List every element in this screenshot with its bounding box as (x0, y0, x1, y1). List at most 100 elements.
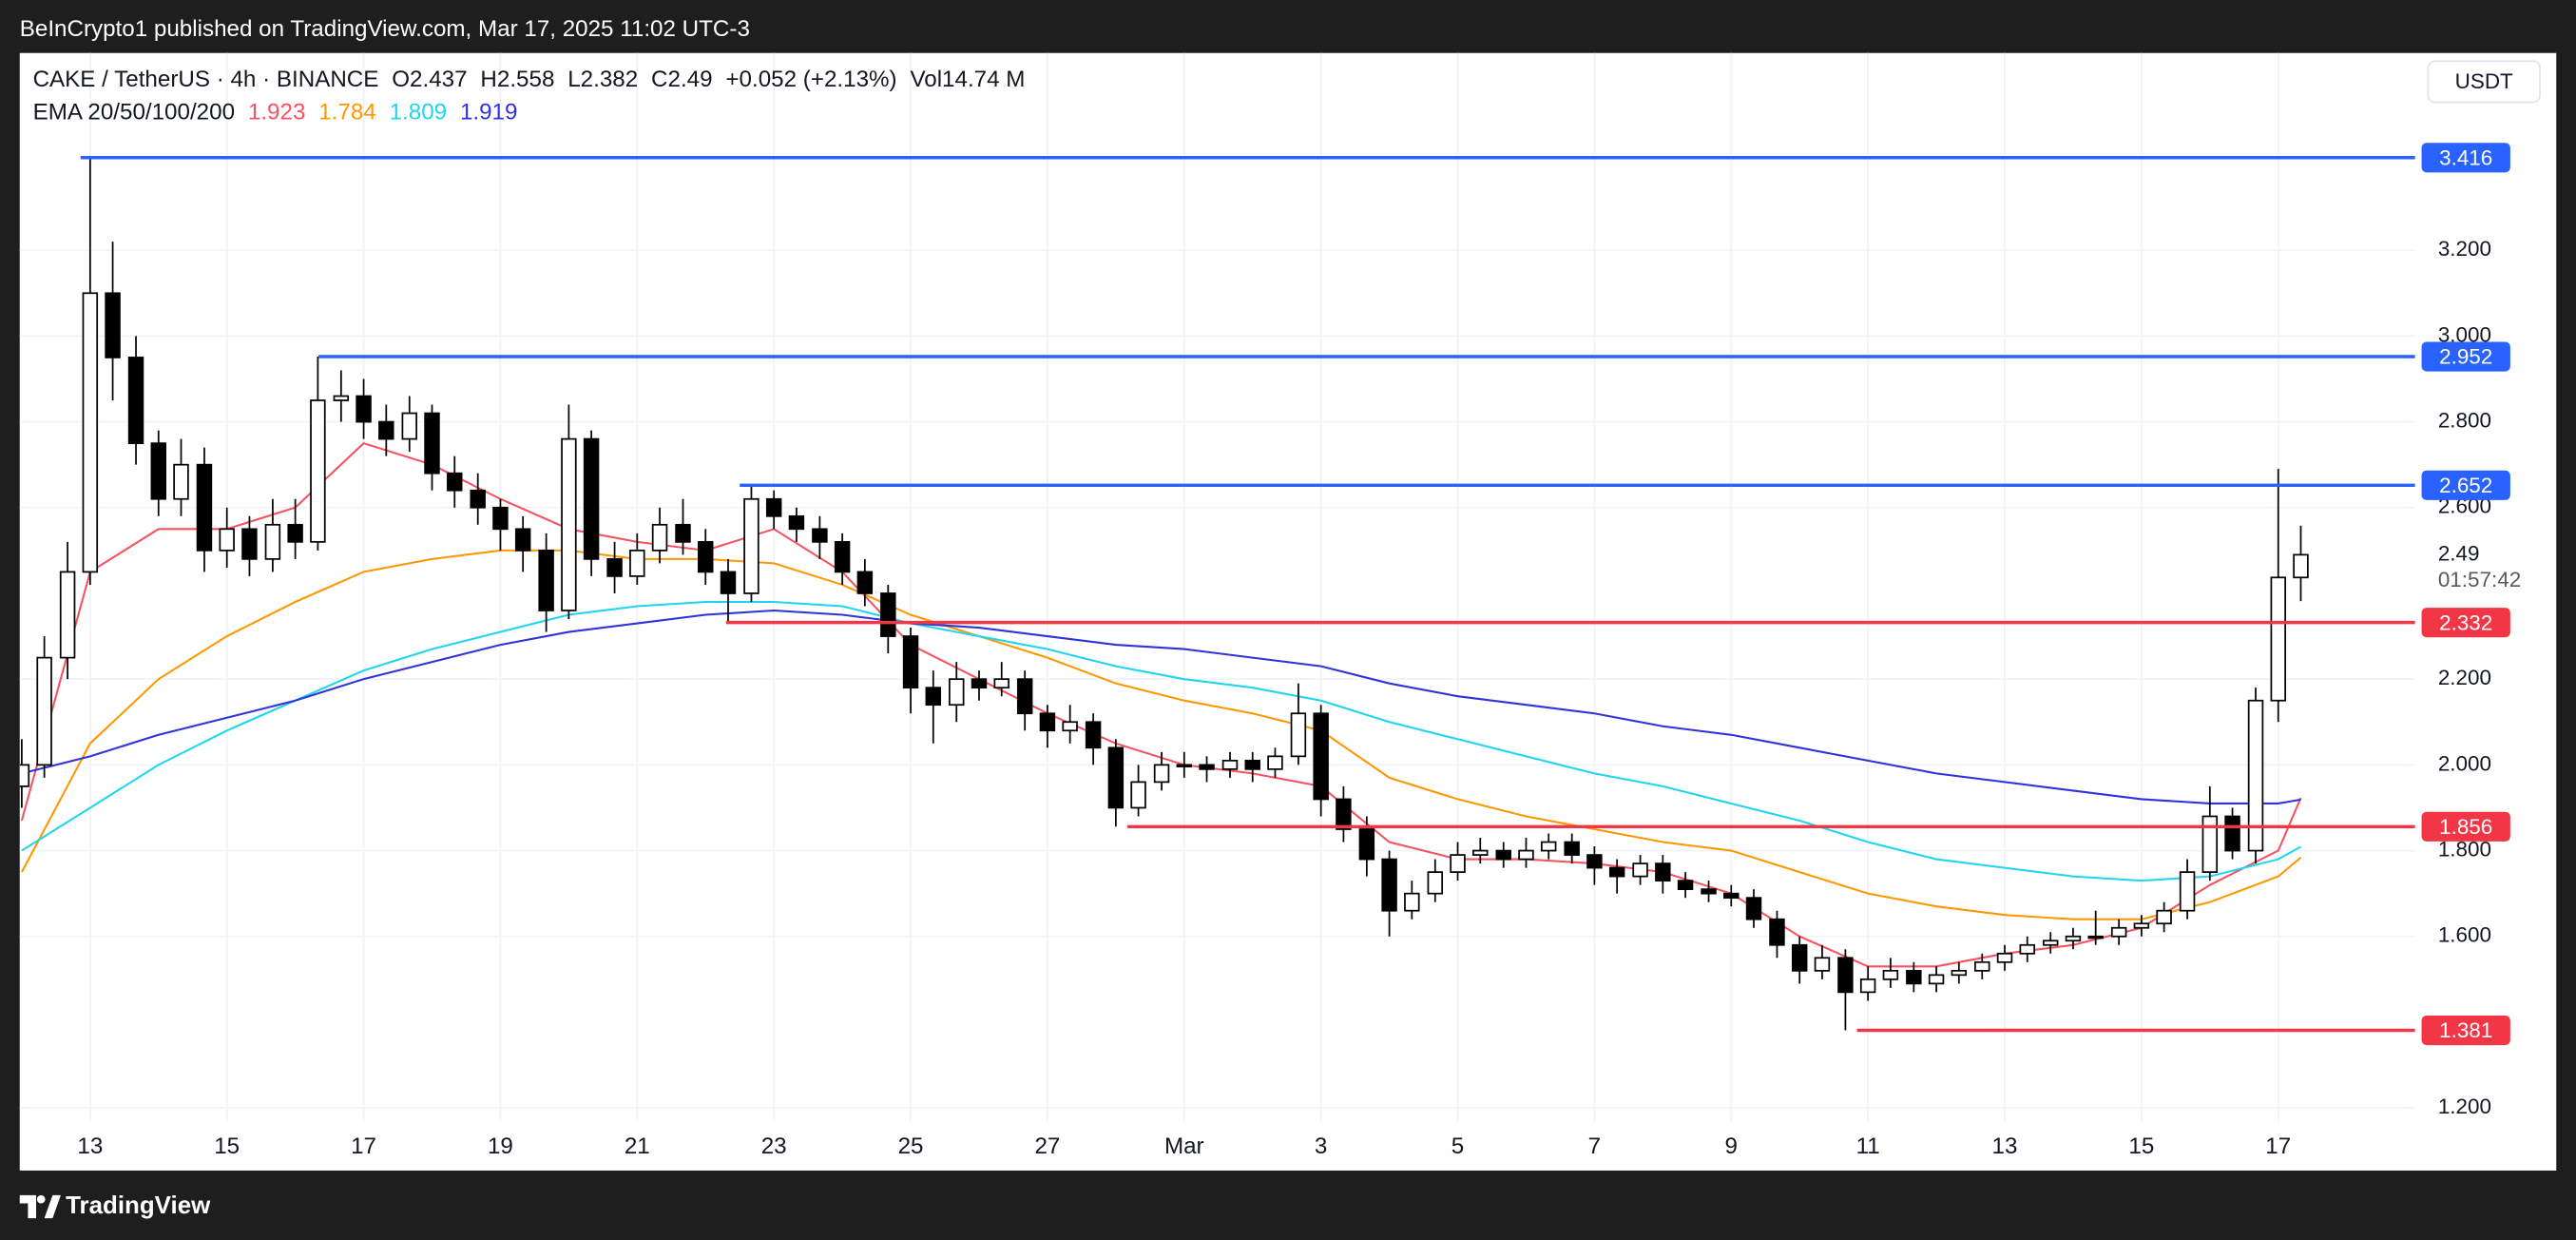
candle-body (1427, 871, 1444, 895)
candle-body (1472, 849, 1489, 856)
candle-body (1745, 897, 1762, 920)
ema-line (20, 549, 2302, 920)
legend-item: 2.382 (581, 68, 639, 93)
candle-body (925, 687, 942, 707)
candle-body (401, 412, 417, 440)
candle-body (2156, 909, 2172, 925)
last-price-box (2421, 539, 2553, 596)
candle-body (1769, 918, 1785, 946)
candle-body (2042, 940, 2059, 946)
candle-body (675, 523, 691, 543)
legend-item: +0.052 (+2.13%) (725, 68, 896, 93)
currency[interactable]: USDT (2455, 69, 2513, 93)
legend-item: 1.784 (318, 100, 376, 126)
candle-body (1450, 854, 1466, 873)
candle-body (1791, 943, 1808, 972)
publisher: BeInCrypto1 published on TradingView.com… (20, 16, 750, 42)
x-tick-label: 21 (625, 1133, 650, 1159)
candle-body (1540, 841, 1557, 852)
candle-body (287, 523, 303, 543)
candle-body (1358, 828, 1375, 861)
candle-body (356, 395, 372, 423)
candle-body (1996, 952, 2013, 963)
candle-body (1859, 978, 1876, 994)
candle-body (1244, 759, 1260, 770)
candle-body (424, 412, 440, 475)
candle-body (19, 764, 30, 787)
candle-body (1882, 969, 1899, 980)
x-tick-label: 15 (2128, 1133, 2154, 1159)
level-label-box (2421, 143, 2510, 173)
candle-body (2133, 922, 2150, 929)
candle-body (1632, 862, 1648, 878)
candle-body (196, 463, 213, 552)
level-label: 2.652 (2439, 474, 2492, 497)
candle-body (698, 540, 714, 573)
candle-body (241, 528, 258, 560)
candle-body (310, 399, 326, 543)
grid (19, 52, 2415, 1122)
countdown: 01:57:42 (2438, 568, 2521, 591)
candle-body (1016, 678, 1033, 715)
tradingview-logo (19, 1194, 61, 1219)
candle-body (2224, 815, 2240, 852)
level-label-box (2421, 811, 2510, 842)
x-tick-label: 7 (1588, 1133, 1601, 1159)
candle-body (1062, 721, 1078, 732)
candle-body (36, 656, 52, 766)
candle-body (1951, 969, 1968, 977)
x-tick-label: 5 (1451, 1133, 1464, 1159)
candle-body (59, 571, 76, 659)
x-tick-label: 25 (898, 1133, 924, 1159)
level-label: 2.952 (2439, 345, 2492, 369)
level-label: 2.332 (2439, 610, 2492, 634)
y-tick-label: 1.200 (2438, 1095, 2491, 1118)
x-tick-label: 13 (1992, 1133, 2018, 1159)
candle-body (1381, 858, 1397, 912)
legend-item: 1.809 (390, 100, 448, 126)
x-tick-label: 17 (351, 1133, 376, 1159)
candle-body (2019, 943, 2035, 955)
legend-item: Vol14.74 M (910, 68, 1025, 93)
ohlc-legend: CAKE / TetherUS · 4h · BINANCE O2.437 H2.5… (33, 68, 1026, 93)
candle-body (1176, 764, 1193, 767)
y-tick-label: 2.800 (2438, 409, 2491, 433)
candle-body (1107, 746, 1125, 809)
candle-body (219, 528, 235, 552)
candle-body (1677, 880, 1694, 891)
candle-body (470, 489, 486, 509)
level-label: 1.856 (2439, 815, 2492, 839)
legend-item: EMA 20/50/100/200 (33, 100, 235, 126)
candle-body (1655, 862, 1671, 882)
candle-body (651, 523, 668, 552)
candle-body (2087, 935, 2104, 940)
ema-line (21, 609, 2301, 804)
legend-item: 2.49 (668, 68, 713, 93)
level-label-box (2421, 1015, 2510, 1046)
candle-body (127, 357, 144, 444)
candle-body (1404, 892, 1420, 912)
candle-body (743, 497, 759, 594)
candle-body (150, 442, 166, 500)
candle-body (765, 497, 782, 517)
x-tick-label: 27 (1034, 1133, 1060, 1159)
x-tick-label: 19 (488, 1133, 513, 1159)
candle-body (902, 635, 919, 689)
y-tick-label: 2.000 (2438, 751, 2491, 775)
level-label: 3.416 (2439, 145, 2492, 169)
y-tick-label: 3.200 (2438, 237, 2491, 261)
legend-item: 2.437 (410, 68, 468, 93)
candle-body (834, 540, 851, 573)
candle-body (2293, 553, 2309, 579)
candle-body (1928, 974, 1945, 985)
candle-body (1130, 781, 1146, 809)
candle-body (82, 292, 99, 573)
candle-body (1495, 849, 1511, 861)
x-tick-label: 3 (1315, 1133, 1327, 1159)
brand: TradingView (66, 1192, 211, 1219)
candle-body (2247, 699, 2264, 852)
candle-body (1518, 849, 1534, 861)
candle-body (1586, 854, 1603, 869)
currency-button[interactable]: USDT (2427, 60, 2541, 104)
legend-item: 1.923 (248, 100, 306, 126)
